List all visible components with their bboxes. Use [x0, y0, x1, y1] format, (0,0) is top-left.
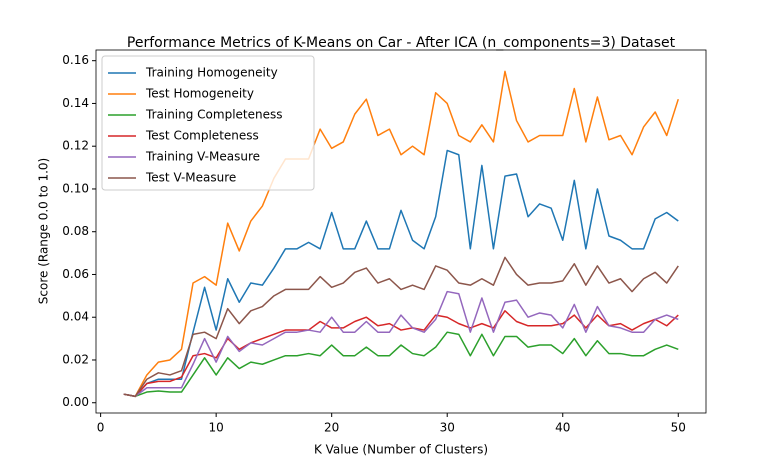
x-tick-label: 50 — [671, 421, 686, 435]
x-axis-label: K Value (Number of Clusters) — [314, 443, 488, 457]
x-tick-label: 30 — [440, 421, 455, 435]
legend-label: Test Homogeneity — [145, 87, 254, 101]
series-line — [123, 70, 679, 398]
x-tick-label: 10 — [209, 421, 224, 435]
x-tick-label: 40 — [555, 421, 570, 435]
y-tick-label: 0.16 — [62, 53, 89, 67]
legend-label: Training Completeness — [145, 108, 283, 122]
series-line — [123, 290, 679, 398]
x-tick-label: 0 — [97, 421, 105, 435]
legend-label: Training Homogeneity — [145, 66, 278, 80]
y-tick-label: 0.14 — [62, 96, 89, 110]
series-line — [123, 256, 679, 398]
legend-label: Training V-Measure — [145, 150, 260, 164]
chart-title: Performance Metrics of K-Means on Car - … — [127, 35, 676, 51]
series-line — [123, 310, 679, 398]
y-tick-label: 0.06 — [62, 267, 89, 281]
y-tick-label: 0.02 — [62, 352, 89, 366]
y-tick-label: 0.10 — [62, 181, 89, 195]
x-tick-label: 20 — [324, 421, 339, 435]
y-axis-label: Score (Range 0.0 to 1.0) — [37, 158, 51, 304]
plot-frame — [95, 49, 707, 414]
legend-label: Test V-Measure — [145, 171, 236, 185]
y-tick-label: 0.00 — [62, 395, 89, 409]
series-line — [123, 149, 679, 398]
y-tick-label: 0.08 — [62, 224, 89, 238]
series-line — [123, 331, 679, 398]
y-tick-label: 0.04 — [62, 310, 89, 324]
legend-box — [101, 55, 315, 191]
y-tick-label: 0.12 — [62, 139, 89, 153]
legend-label: Test Completeness — [145, 129, 259, 143]
